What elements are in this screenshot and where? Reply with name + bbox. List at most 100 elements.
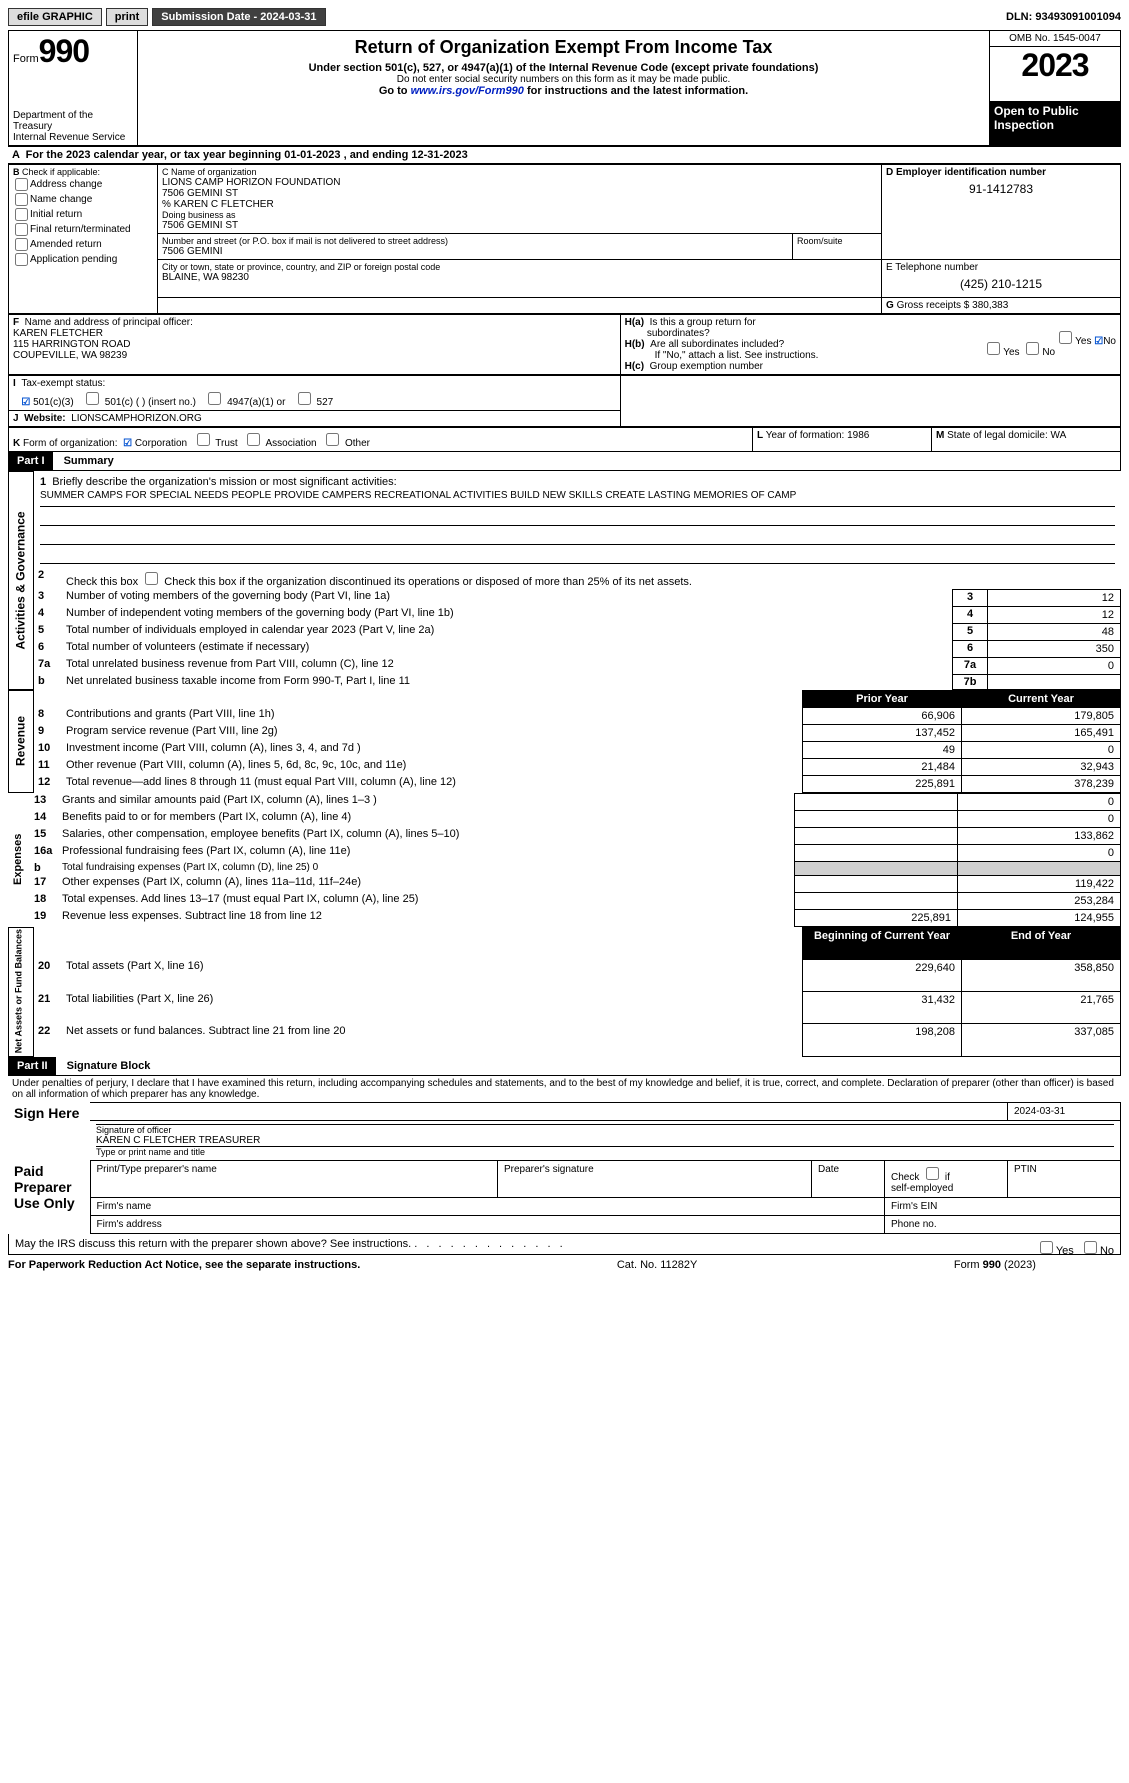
line15-text: Salaries, other compensation, employee b… [58, 827, 795, 844]
line4-val: 12 [988, 606, 1121, 623]
paid-preparer-label: Paid Preparer Use Only [14, 1163, 75, 1211]
check-amended-return[interactable]: Amended return [13, 237, 153, 252]
line6-text: Total number of volunteers (estimate if … [62, 640, 953, 657]
hc-label: H(c) Group exemption number [625, 361, 1116, 372]
4947a1[interactable] [208, 392, 221, 405]
line4-text: Number of independent voting members of … [62, 606, 953, 623]
irs-link[interactable]: www.irs.gov/Form990 [411, 85, 524, 97]
line16a-text: Professional fundraising fees (Part IX, … [58, 844, 795, 861]
discuss-yes[interactable] [1040, 1241, 1053, 1254]
domicile-label: State of legal domicile: [947, 430, 1048, 441]
col-end: End of Year [962, 927, 1121, 959]
check-initial-return[interactable]: Initial return [13, 207, 153, 222]
form-title: Return of Organization Exempt From Incom… [142, 37, 985, 58]
form-number: 990 [39, 33, 89, 69]
check-application-pending[interactable]: Application pending [13, 252, 153, 267]
part1-title: Summary [56, 455, 114, 467]
line14-text: Benefits paid to or for members (Part IX… [58, 810, 795, 827]
part1-governance: Activities & Governance 1 Briefly descri… [8, 471, 1121, 690]
ein-label: D Employer identification number [886, 167, 1116, 178]
line20-text: Total assets (Part X, line 16) [62, 959, 803, 991]
check-final-return[interactable]: Final return/terminated [13, 222, 153, 237]
line2-check[interactable] [145, 572, 158, 585]
line3-val: 12 [988, 589, 1121, 606]
discuss-no[interactable] [1084, 1241, 1097, 1254]
footer: For Paperwork Reduction Act Notice, see … [8, 1255, 1036, 1271]
room-label: Room/suite [797, 236, 877, 246]
penalty-declaration: Under penalties of perjury, I declare th… [8, 1076, 1121, 1102]
prep-date-label: Date [812, 1160, 885, 1197]
assoc-check[interactable] [247, 433, 260, 446]
print-button[interactable]: print [106, 8, 148, 26]
vlabel-governance: Activities & Governance [9, 472, 34, 690]
goto-instruction: Go to www.irs.gov/Form990 for instructio… [142, 85, 985, 97]
line5-val: 48 [988, 623, 1121, 640]
line16b-text: Total fundraising expenses (Part IX, col… [58, 861, 795, 875]
city-label: City or town, state or province, country… [162, 262, 877, 272]
prep-name-label: Print/Type preparer's name [90, 1160, 497, 1197]
line18-text: Total expenses. Add lines 13–17 (must eq… [58, 892, 795, 909]
vlabel-netassets: Net Assets or Fund Balances [9, 927, 34, 1056]
firm-ein-label: Firm's EIN [885, 1197, 1121, 1215]
paperwork-notice: For Paperwork Reduction Act Notice, see … [8, 1259, 360, 1271]
top-toolbar: efile GRAPHIC print Submission Date - 20… [8, 8, 1121, 26]
org-name: LIONS CAMP HORIZON FOUNDATION [162, 177, 877, 188]
line7a-text: Total unrelated business revenue from Pa… [62, 657, 953, 674]
hb-yes[interactable] [987, 342, 1000, 355]
ssn-note: Do not enter social security numbers on … [142, 74, 985, 85]
org-addr1: 7506 GEMINI ST [162, 188, 877, 199]
dept-irs: Internal Revenue Service [13, 132, 133, 143]
col-prior: Prior Year [803, 690, 962, 707]
website-label: Website: [24, 413, 66, 424]
phone-value: (425) 210-1215 [886, 273, 1116, 295]
klm-block: K Form of organization: ☑ Corporation Tr… [8, 427, 1121, 452]
website-url: LIONSCAMPHORIZON.ORG [71, 413, 202, 424]
line7a-val: 0 [988, 657, 1121, 674]
phone-no-label: Phone no. [885, 1215, 1121, 1233]
officer-group-block: F Name and address of principal officer:… [8, 314, 1121, 375]
part2-title: Signature Block [59, 1060, 151, 1072]
line1-label: Briefly describe the organization's miss… [52, 476, 396, 488]
prep-self-employed: Check ifself-employed [885, 1160, 1008, 1197]
line19-text: Revenue less expenses. Subtract line 18 … [58, 909, 795, 926]
entity-block: B Check if applicable: Address change Na… [8, 164, 1121, 314]
col-current: Current Year [962, 690, 1121, 707]
check-address-change[interactable]: Address change [13, 177, 153, 192]
submission-date: Submission Date - 2024-03-31 [152, 8, 325, 26]
tax-year: 2023 [990, 47, 1120, 84]
vlabel-expenses: Expenses [8, 793, 30, 926]
org-name-label: C Name of organization [162, 167, 877, 177]
line10-text: Investment income (Part VIII, column (A)… [62, 741, 803, 758]
self-employed-check[interactable] [926, 1167, 939, 1180]
ha-yes[interactable] [1059, 331, 1072, 344]
part1-netassets: Net Assets or Fund Balances Beginning of… [8, 927, 1121, 1057]
dept-treasury: Department of the Treasury [13, 110, 133, 132]
check-name-change[interactable]: Name change [13, 192, 153, 207]
501c3: 501(c)(3) [33, 397, 74, 408]
trust-check[interactable] [197, 433, 210, 446]
sign-here-label: Sign Here [14, 1105, 79, 1121]
officer-addr: 115 HARRINGTON ROAD [13, 339, 130, 350]
form-of-org-label: Form of organization: [23, 438, 118, 449]
other-check[interactable] [326, 433, 339, 446]
tax-status-label: Tax-exempt status: [21, 378, 105, 389]
ha-label: H(a) Is this a group return for subordin… [625, 317, 1116, 339]
discuss-row: May the IRS discuss this return with the… [8, 1234, 1121, 1255]
efile-button[interactable]: efile GRAPHIC [8, 8, 102, 26]
hb-no[interactable] [1026, 342, 1039, 355]
527[interactable] [298, 392, 311, 405]
line2-text: Check this box Check this box if the org… [62, 568, 1121, 590]
line5-text: Total number of individuals employed in … [62, 623, 953, 640]
signature-block: Sign Here 2024-03-31 Signature of office… [8, 1102, 1121, 1234]
gross-receipts-value: 380,383 [972, 300, 1008, 311]
501c-other[interactable] [86, 392, 99, 405]
officer-label: Name and address of principal officer: [25, 317, 193, 328]
open-to-public: Open to Public Inspection [990, 102, 1121, 146]
prep-sig-label: Preparer's signature [497, 1160, 811, 1197]
dln-label: DLN: 93493091001094 [1006, 11, 1121, 23]
line8-text: Contributions and grants (Part VIII, lin… [62, 707, 803, 724]
hb-label: H(b) Are all subordinates included? Yes … [625, 339, 1116, 350]
year-formation: 1986 [847, 430, 869, 441]
form-prefix: Form [13, 53, 39, 65]
domicile-state: WA [1051, 430, 1067, 441]
